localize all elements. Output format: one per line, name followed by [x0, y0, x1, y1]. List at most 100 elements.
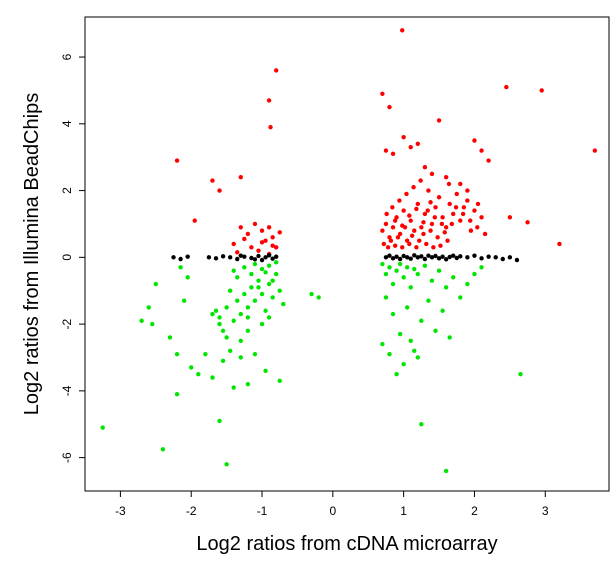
- data-point: [475, 225, 480, 230]
- data-point: [146, 305, 151, 310]
- data-point: [486, 254, 491, 259]
- data-point: [231, 385, 236, 390]
- data-point: [160, 447, 166, 452]
- data-point: [412, 266, 417, 272]
- data-point: [404, 305, 410, 310]
- data-point: [443, 468, 449, 474]
- data-point: [404, 238, 410, 243]
- data-point: [408, 285, 413, 290]
- data-point: [238, 311, 243, 317]
- data-point: [153, 281, 159, 287]
- data-point: [100, 425, 105, 430]
- data-point: [432, 215, 438, 220]
- data-point: [270, 243, 275, 248]
- y-tick-label: 6: [60, 53, 74, 60]
- data-point: [493, 255, 498, 260]
- data-point: [440, 215, 445, 220]
- data-point: [468, 228, 474, 233]
- data-point: [192, 218, 197, 223]
- data-point: [419, 225, 424, 230]
- data-point: [422, 256, 428, 262]
- y-tick-label: 4: [60, 120, 74, 127]
- data-point: [387, 235, 392, 240]
- data-point: [422, 263, 428, 268]
- data-point: [451, 275, 456, 280]
- data-point: [256, 285, 261, 290]
- data-point: [401, 208, 406, 213]
- data-point: [238, 338, 243, 343]
- data-point: [263, 368, 268, 374]
- data-point: [415, 141, 421, 147]
- data-point: [174, 351, 180, 357]
- data-point: [390, 311, 396, 317]
- data-point: [252, 351, 258, 357]
- x-tick-label: 3: [542, 504, 549, 518]
- data-point: [412, 253, 417, 258]
- data-point: [472, 271, 477, 277]
- data-point: [231, 318, 236, 323]
- data-point: [231, 241, 236, 247]
- data-point: [249, 285, 254, 290]
- data-point: [400, 245, 405, 250]
- y-tick-label: -6: [60, 452, 74, 463]
- data-point: [263, 238, 268, 243]
- x-axis-title: Log2 ratios from cDNA microarray: [196, 533, 497, 555]
- data-point: [266, 98, 272, 103]
- data-point: [249, 271, 254, 277]
- data-point: [433, 205, 438, 210]
- data-point: [277, 230, 282, 235]
- data-point: [383, 148, 389, 153]
- data-point: [235, 256, 240, 262]
- data-point: [397, 331, 403, 337]
- data-point: [263, 255, 268, 260]
- data-point: [213, 308, 219, 313]
- data-point: [414, 245, 419, 250]
- data-point: [442, 230, 447, 235]
- data-point: [401, 275, 406, 280]
- data-point: [429, 278, 435, 283]
- data-point: [249, 255, 254, 261]
- data-point: [277, 288, 282, 293]
- data-point: [426, 188, 431, 193]
- data-point: [443, 175, 449, 180]
- data-point: [245, 315, 251, 320]
- data-point: [217, 418, 222, 424]
- data-point: [266, 225, 272, 230]
- data-point: [458, 181, 463, 187]
- data-point: [482, 231, 488, 237]
- data-point: [210, 311, 215, 317]
- data-point: [428, 200, 433, 205]
- data-point: [443, 257, 449, 262]
- data-point: [419, 254, 424, 259]
- data-point: [252, 261, 258, 267]
- data-point: [417, 238, 422, 243]
- data-point: [458, 218, 463, 223]
- x-tick-label: 0: [329, 504, 336, 518]
- data-point: [256, 248, 261, 253]
- data-point: [539, 88, 544, 93]
- data-point: [454, 191, 459, 197]
- data-point: [440, 308, 445, 313]
- data-point: [409, 233, 415, 238]
- data-point: [249, 245, 254, 250]
- data-point: [213, 256, 219, 261]
- data-point: [479, 148, 484, 153]
- data-point: [224, 462, 229, 467]
- data-point: [259, 321, 265, 327]
- data-point: [385, 245, 391, 250]
- data-point: [428, 228, 433, 233]
- data-point: [178, 256, 183, 262]
- data-point: [227, 255, 233, 260]
- data-point: [412, 348, 417, 354]
- data-point: [281, 301, 286, 307]
- data-point: [235, 298, 240, 303]
- data-point: [210, 375, 215, 380]
- y-axis-title: Log2 ratios from Illumina BeadChips: [21, 93, 43, 415]
- data-point: [439, 221, 445, 227]
- data-point: [266, 263, 272, 268]
- data-point: [227, 348, 233, 354]
- data-point: [380, 228, 385, 233]
- data-point: [259, 291, 265, 297]
